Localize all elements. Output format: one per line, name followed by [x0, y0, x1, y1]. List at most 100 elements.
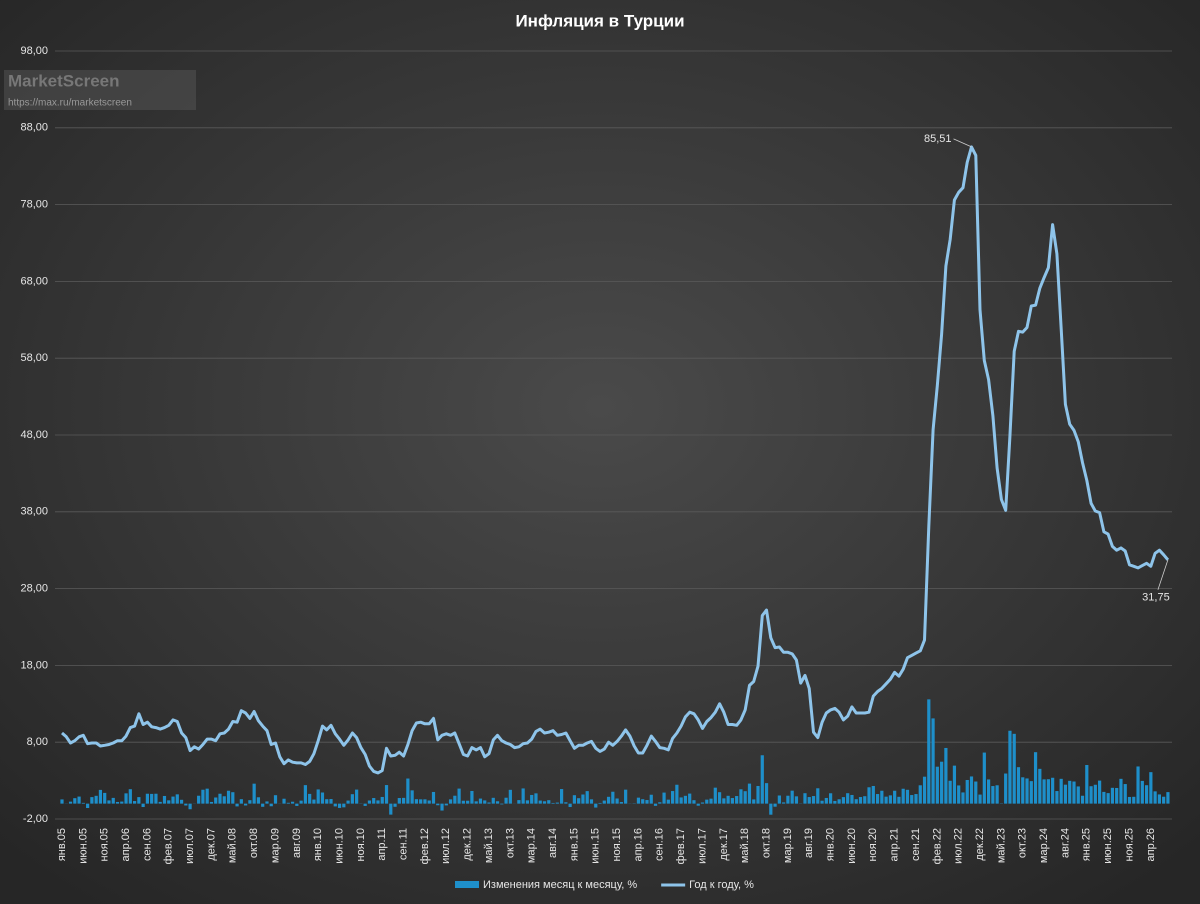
- x-tick-label: июл.07: [184, 828, 196, 864]
- x-tick-label: дек.22: [974, 828, 986, 861]
- bar: [389, 803, 393, 815]
- x-tick-label: янв.10: [312, 828, 324, 861]
- bar: [547, 800, 551, 804]
- x-tick-label: апр.21: [889, 828, 901, 861]
- bar: [671, 791, 675, 804]
- x-tick-label: фев.22: [931, 828, 943, 864]
- bar: [184, 803, 188, 806]
- x-tick-label: янв.25: [1081, 828, 1093, 861]
- bar: [517, 800, 521, 804]
- bar: [303, 785, 307, 804]
- bar: [910, 795, 914, 804]
- x-tick-label: авг.24: [1059, 828, 1071, 858]
- bar: [653, 803, 658, 806]
- bar: [837, 799, 841, 804]
- bar: [337, 803, 342, 808]
- x-tick-label: июн.25: [1102, 828, 1114, 864]
- bar: [594, 803, 598, 808]
- bar: [1106, 793, 1110, 804]
- bar: [141, 803, 145, 808]
- bar: [188, 803, 192, 810]
- bar: [931, 718, 935, 804]
- bar: [709, 798, 713, 804]
- bar: [290, 801, 295, 804]
- bar: [231, 792, 235, 804]
- bar: [427, 800, 431, 804]
- bar: [658, 802, 662, 804]
- bar: [269, 803, 273, 807]
- bar: [905, 789, 910, 804]
- bar: [521, 788, 525, 804]
- x-tick-label: ноя.05: [99, 828, 111, 861]
- bar: [1153, 791, 1157, 804]
- x-tick-label: сен.06: [141, 828, 153, 861]
- bar: [282, 798, 286, 804]
- bar: [256, 797, 261, 804]
- bar: [252, 783, 256, 804]
- bar: [380, 796, 384, 804]
- x-tick-label: ноя.10: [355, 828, 367, 861]
- bar: [329, 799, 333, 804]
- bar: [295, 803, 299, 806]
- bar: [986, 779, 991, 804]
- bar: [675, 784, 679, 804]
- bar: [726, 795, 730, 804]
- x-tick-label: окт.13: [504, 828, 516, 858]
- bar: [419, 799, 423, 804]
- bar: [286, 802, 290, 804]
- y-tick-label: 88,00: [20, 122, 48, 134]
- bar: [645, 800, 649, 804]
- bar: [807, 797, 811, 804]
- bar: [312, 799, 316, 804]
- bar: [273, 795, 278, 804]
- bar: [346, 800, 350, 804]
- y-tick-label: 38,00: [20, 506, 48, 518]
- watermark-url: https://max.ru/marketscreen: [8, 98, 132, 109]
- x-tick-label: апр.06: [120, 828, 132, 861]
- x-tick-label: июл.12: [440, 828, 452, 864]
- bar: [436, 803, 440, 806]
- bar: [752, 799, 756, 804]
- bar: [162, 795, 167, 804]
- x-tick-label: ноя.25: [1123, 828, 1135, 861]
- bar: [150, 793, 154, 804]
- bar: [683, 795, 688, 804]
- bar: [615, 798, 619, 804]
- bar: [1012, 733, 1016, 804]
- x-tick-label: окт.23: [1017, 828, 1029, 858]
- y-tick-label: 18,00: [20, 659, 48, 671]
- bar: [764, 783, 769, 804]
- bar: [1004, 773, 1008, 804]
- bar: [397, 798, 401, 804]
- bar: [98, 789, 103, 804]
- bar: [888, 795, 892, 804]
- bar: [756, 785, 760, 804]
- annotation: 31,75: [1142, 592, 1170, 604]
- bar: [982, 752, 986, 804]
- bar: [530, 794, 534, 804]
- bar: [824, 797, 828, 804]
- bar: [585, 791, 589, 804]
- bar: [940, 761, 944, 804]
- bar: [124, 793, 128, 804]
- bar: [871, 785, 875, 804]
- bar: [423, 799, 427, 804]
- bar: [914, 794, 918, 804]
- bar: [833, 800, 837, 804]
- bar: [850, 794, 854, 804]
- bar: [641, 799, 645, 804]
- bar: [457, 788, 461, 804]
- bar: [1093, 784, 1097, 804]
- bar: [782, 802, 786, 804]
- bar: [448, 799, 453, 804]
- bar: [1072, 781, 1076, 804]
- bar: [1051, 777, 1055, 804]
- bar: [743, 791, 747, 804]
- bar: [893, 790, 897, 804]
- bar: [1038, 768, 1042, 804]
- bar: [555, 802, 559, 804]
- bar: [713, 787, 717, 804]
- bar: [214, 797, 218, 804]
- bar: [1042, 779, 1046, 804]
- annotation: 85,51: [924, 133, 952, 145]
